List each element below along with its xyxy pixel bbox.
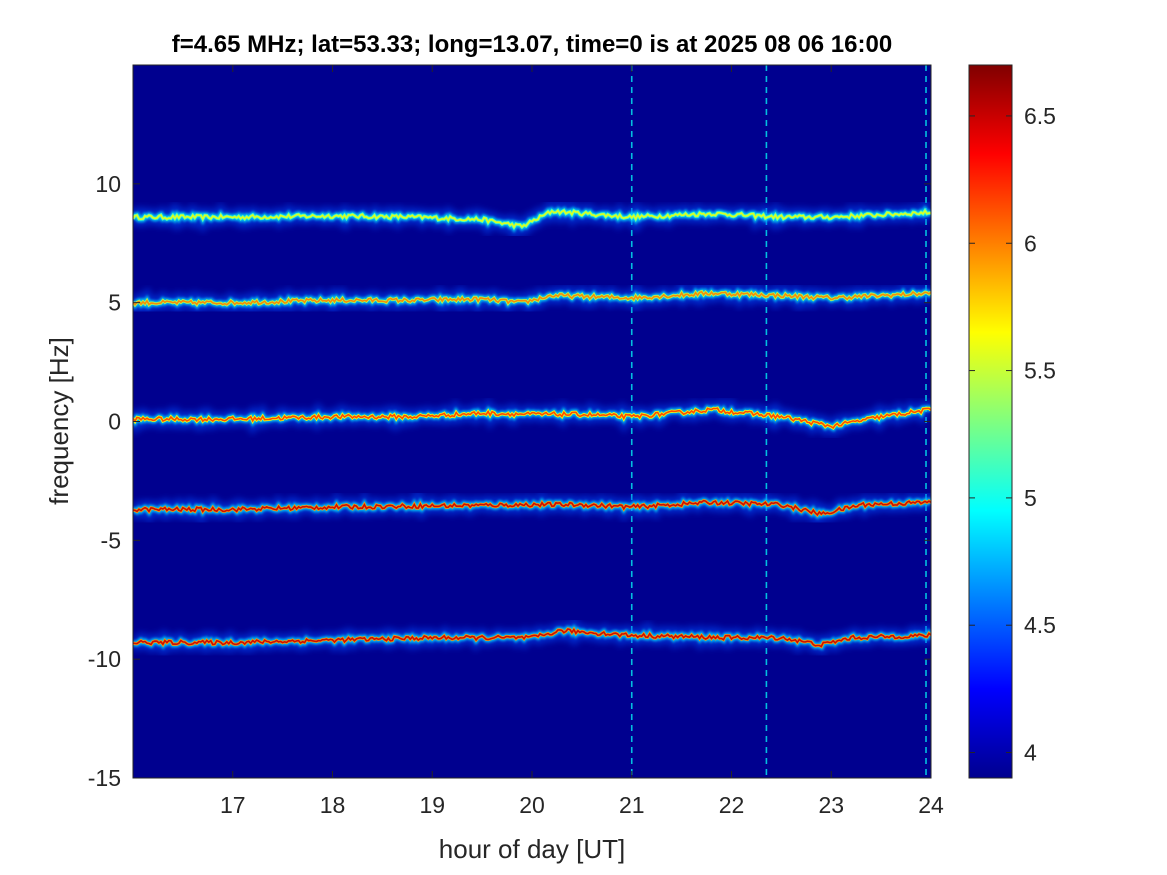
colorbar-ticks: 4 4.5 5 5.5 6 6.5 (969, 103, 1056, 766)
trace-core-1 (133, 290, 931, 306)
y-tick-label: -15 (88, 765, 121, 791)
x-axis-ticks: 17 18 19 20 21 22 23 24 (220, 65, 944, 818)
trace-core-4 (133, 628, 931, 648)
colorbar-gradient (968, 64, 1013, 779)
y-tick-label: -10 (88, 646, 121, 672)
trace-3 (133, 489, 931, 526)
spectral-traces (133, 65, 931, 778)
trace-core-0 (133, 209, 931, 229)
colorbar-tick-label: 6.5 (1024, 103, 1056, 129)
trace-0 (133, 197, 931, 241)
y-tick-label: 5 (108, 290, 121, 316)
y-tick-label: 10 (95, 171, 121, 197)
y-axis-ticks: -15 -10 -5 0 5 10 (88, 171, 931, 791)
colorbar-tick-label: 4.5 (1024, 612, 1056, 638)
y-axis-label: frequency [Hz] (44, 337, 74, 505)
x-axis-label: hour of day [UT] (439, 834, 625, 864)
colorbar-tick-label: 5.5 (1024, 358, 1056, 384)
plot-area (132, 64, 932, 779)
y-tick-label: 0 (108, 409, 121, 435)
trace-4 (133, 616, 931, 658)
x-tick-label: 17 (220, 792, 246, 818)
colorbar-tick-label: 5 (1024, 485, 1037, 511)
colorbar-tick-label: 4 (1024, 740, 1037, 766)
colorbar-tick-label: 6 (1024, 230, 1037, 256)
x-tick-label: 22 (719, 792, 745, 818)
trace-core-3 (133, 499, 931, 517)
x-tick-label: 19 (419, 792, 445, 818)
x-tick-label: 24 (918, 792, 944, 818)
x-tick-label: 21 (619, 792, 645, 818)
x-tick-label: 23 (818, 792, 844, 818)
trace-core-2 (133, 407, 931, 429)
x-tick-label: 18 (320, 792, 346, 818)
chart-title: f=4.65 MHz; lat=53.33; long=13.07, time=… (172, 31, 892, 58)
y-tick-label: -5 (101, 527, 121, 553)
colorbar: 4 4.5 5 5.5 6 6.5 (968, 64, 1056, 779)
x-tick-label: 20 (519, 792, 545, 818)
trace-2 (133, 397, 931, 438)
trace-1 (133, 279, 931, 316)
